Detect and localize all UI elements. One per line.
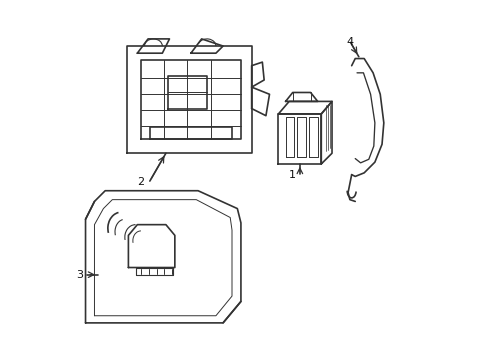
Text: 4: 4 [346, 37, 353, 48]
Text: 1: 1 [288, 170, 296, 180]
Text: 3: 3 [77, 270, 83, 280]
Text: 2: 2 [137, 177, 144, 187]
